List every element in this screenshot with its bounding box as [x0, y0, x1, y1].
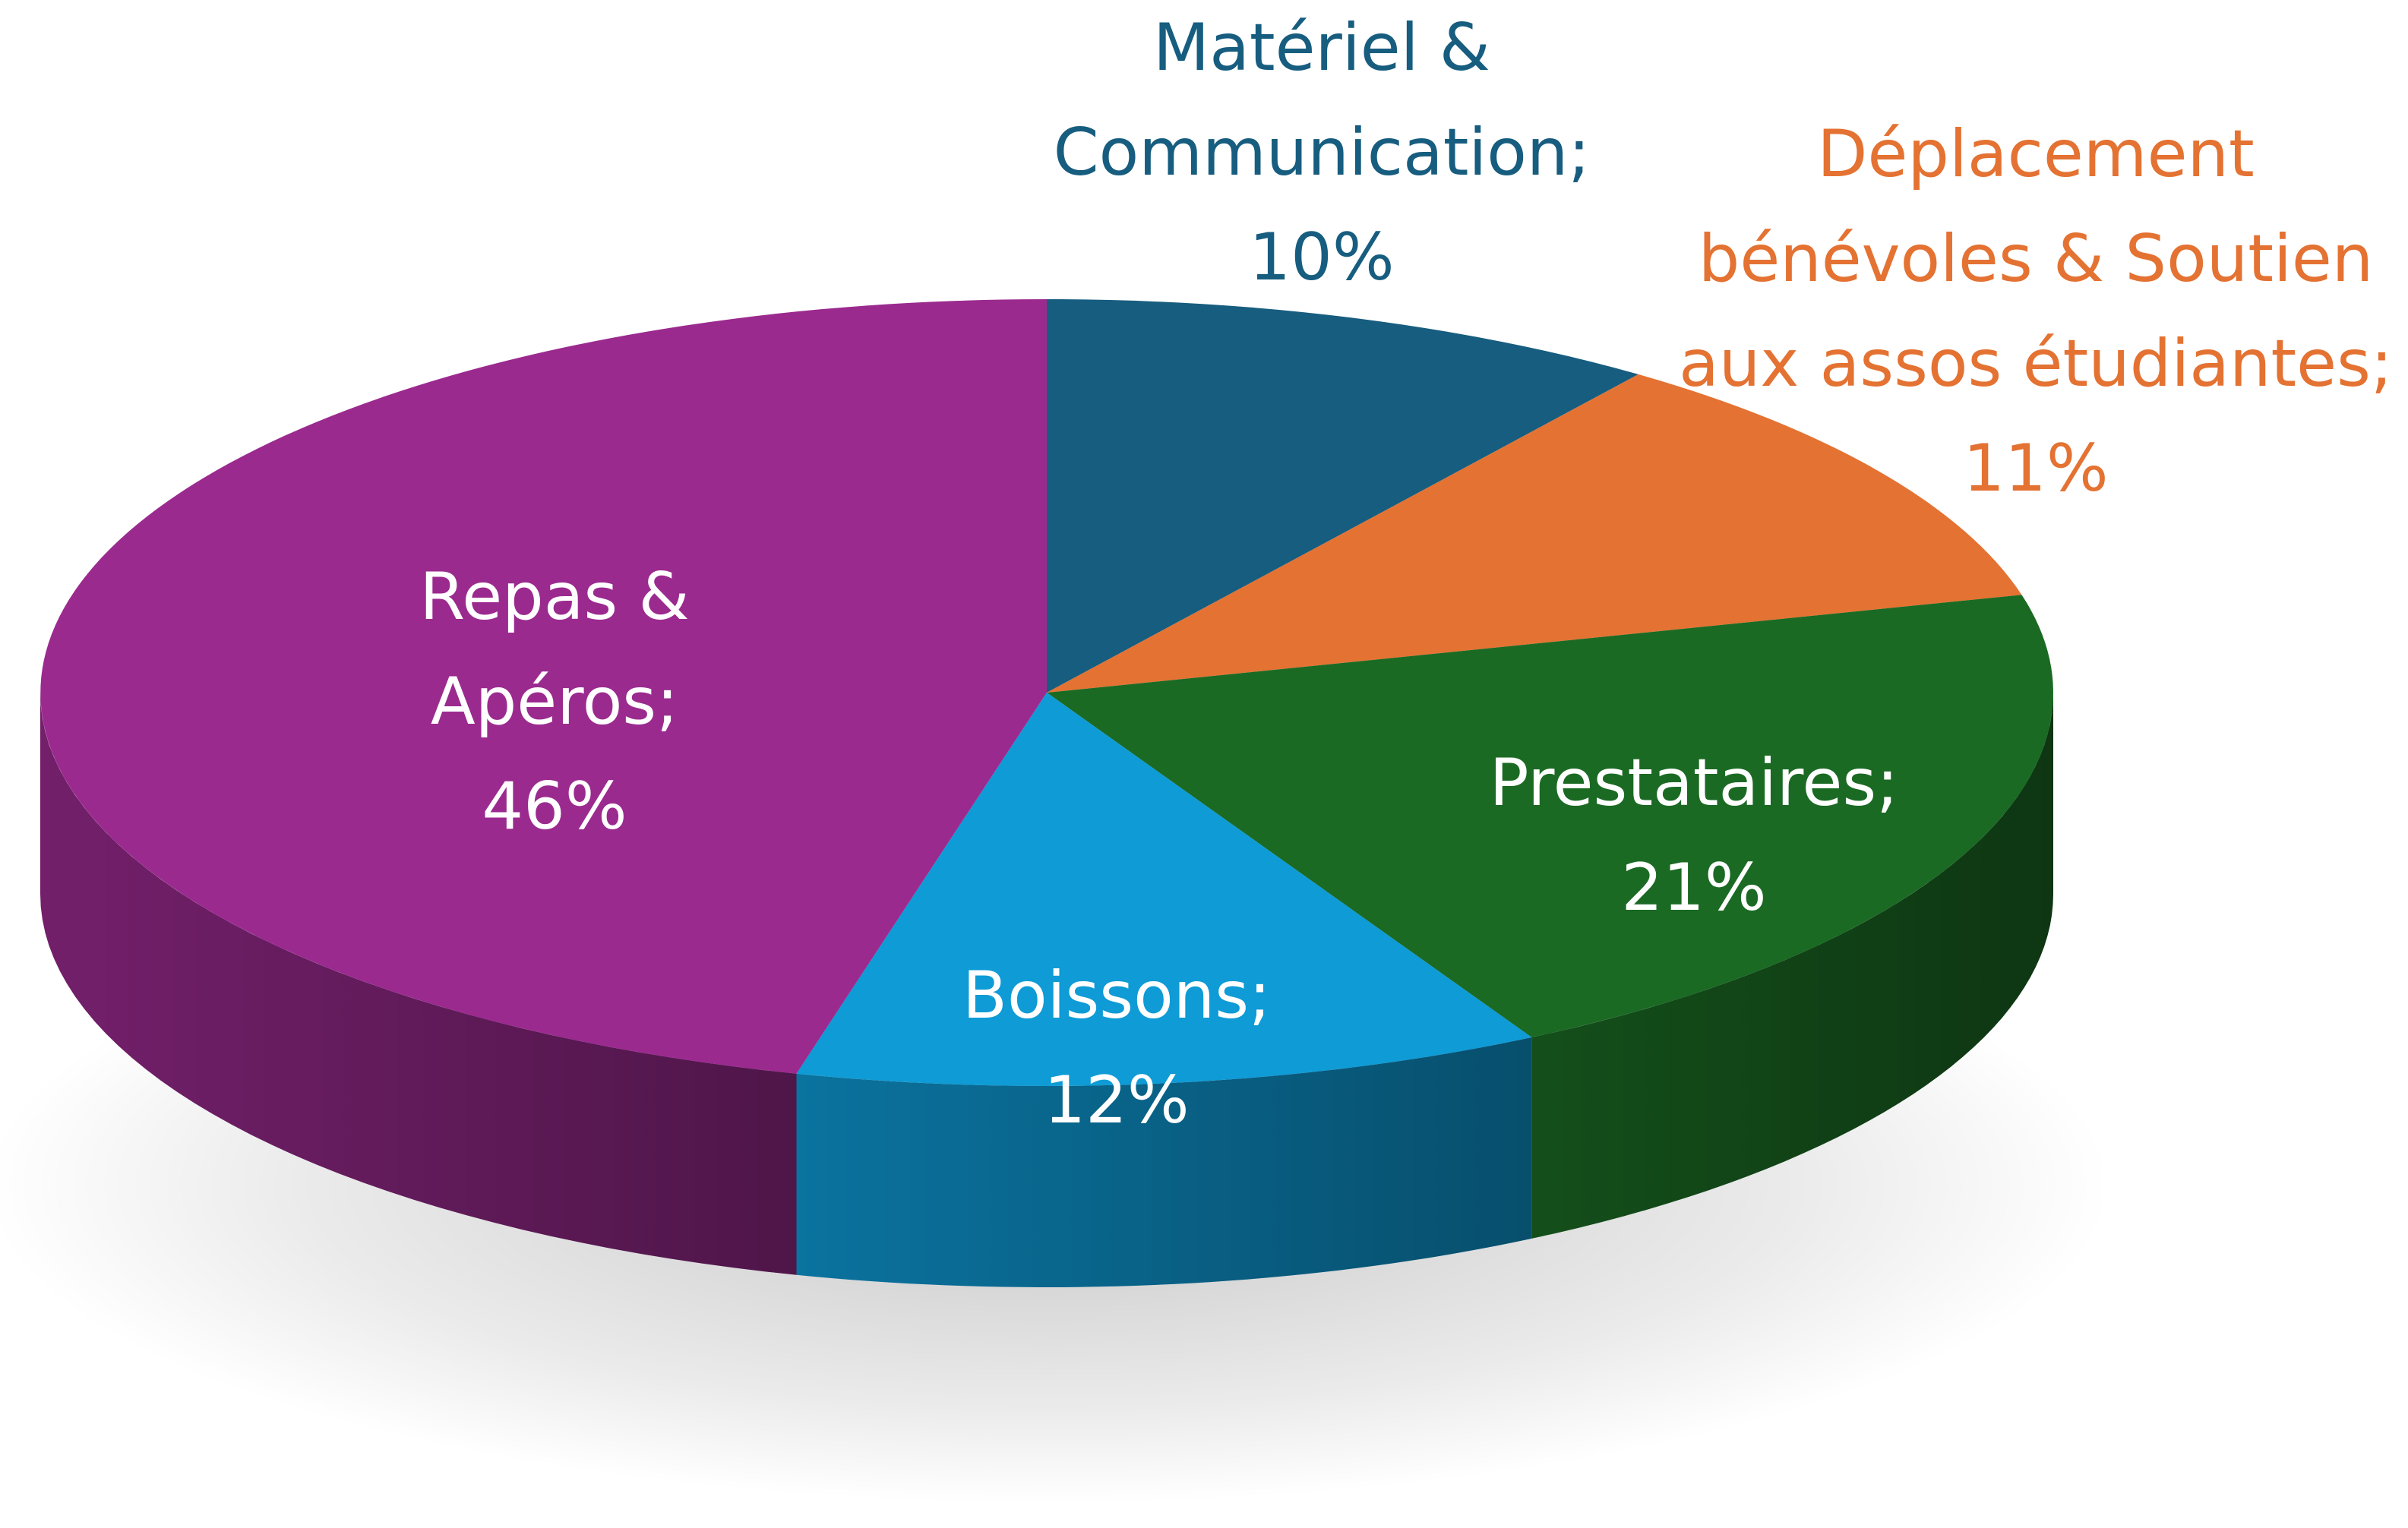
slice-label: Déplacement bénévoles & Soutien aux assos …: [1679, 116, 2393, 507]
slice-label: Repas & Apéros; 46%: [419, 559, 689, 845]
slice-label-line: aux assos étudiantes;: [1679, 326, 2393, 402]
slice-label: Matériel & Communication; 10%: [1054, 10, 1591, 295]
pie-slice: [40, 299, 1048, 1074]
slice-label-line: Communication;: [1054, 115, 1591, 191]
pie-slice: [1047, 374, 2022, 693]
pie-slice: [796, 693, 1532, 1086]
slice-label-line: 46%: [482, 769, 627, 845]
pie-slice: [1047, 595, 2053, 1037]
slice-label-line: Apéros;: [431, 664, 678, 740]
pie-slice-side-shading: [1531, 693, 2053, 1239]
pie-top-faces: [40, 299, 2053, 1086]
slice-label-line: 21%: [1621, 850, 1766, 926]
slice-label-line: bénévoles & Soutien: [1699, 221, 2374, 297]
slice-label-line: 10%: [1249, 219, 1394, 295]
slice-label-line: Prestataires;: [1490, 745, 1898, 821]
slice-label-line: 12%: [1044, 1062, 1189, 1138]
slice-label: Prestataires; 21%: [1490, 745, 1898, 926]
slice-label-line: Repas &: [419, 559, 689, 635]
slice-label-line: Matériel &: [1153, 10, 1490, 86]
pie-slice: [1047, 299, 1639, 693]
slice-label: Boissons; 12%: [962, 958, 1271, 1138]
slice-label-line: Déplacement: [1817, 116, 2254, 192]
slice-label-line: 11%: [1963, 431, 2108, 507]
slice-labels: Matériel & Communication; 10% Déplacement bé…: [419, 10, 2393, 1138]
pie-sides: [40, 693, 2053, 1287]
pie-slice-side-shading: [796, 1037, 1532, 1287]
pie-slice-side-shading: [40, 693, 797, 1275]
slice-label-line: Boissons;: [962, 958, 1271, 1034]
